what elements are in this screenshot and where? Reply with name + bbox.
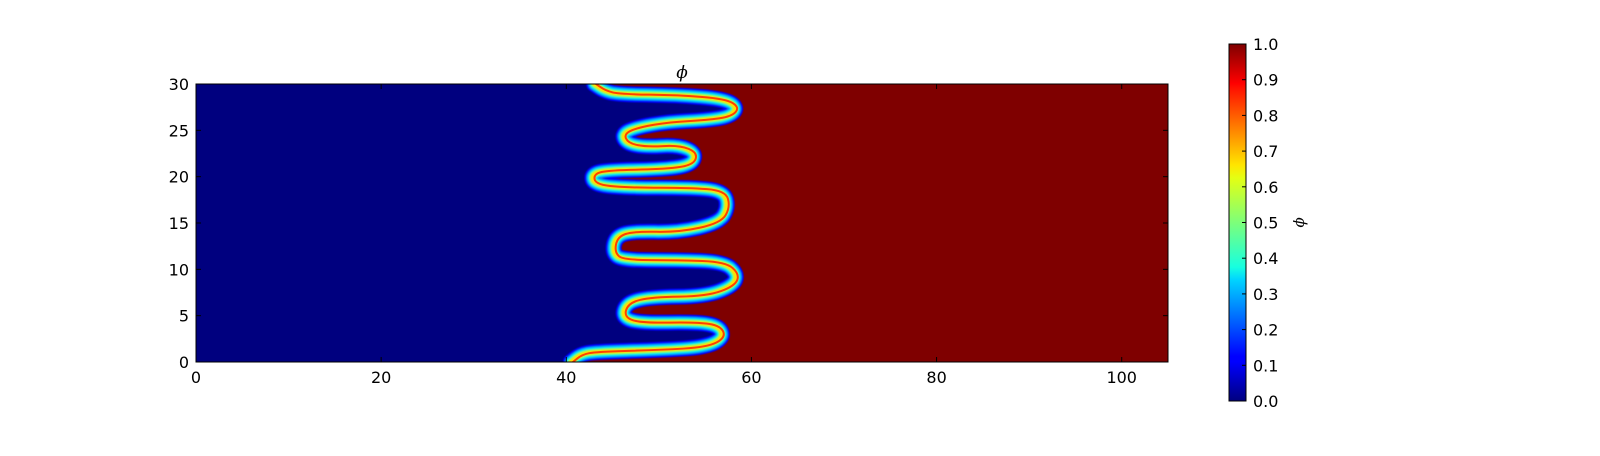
colorbar-label: ϕ	[1292, 217, 1310, 227]
colorbar-ticks: 0.0 0.1 0.2 0.3 0.4 0.5 0.6 0.7 0.8 0.9 1.0	[1242, 35, 1278, 411]
colorbar-tick-label: 0.8	[1253, 106, 1278, 125]
colorbar-tick-label: 0.1	[1253, 356, 1278, 375]
heatmap-plot	[196, 84, 1168, 362]
y-tick-label: 20	[169, 168, 189, 187]
x-tick-label: 80	[926, 368, 946, 387]
axes: 0 20 40 60 80 100 0 5 10 15 20 25 30	[169, 75, 1169, 387]
chart-title: ϕ	[676, 63, 688, 83]
colorbar-tick-label: 0.9	[1253, 71, 1278, 90]
interface-inner-edge	[571, 84, 739, 362]
colorbar-tick-label: 0.7	[1253, 142, 1278, 161]
y-tick-label: 10	[169, 260, 189, 279]
x-tick-label: 20	[371, 368, 391, 387]
y-tick-label: 5	[179, 307, 189, 326]
colorbar-tick-label: 0.0	[1253, 392, 1278, 411]
y-tick-label: 15	[169, 214, 189, 233]
colorbar-tick-label: 0.4	[1253, 249, 1278, 268]
x-tick-label: 100	[1106, 368, 1137, 387]
colorbar-tick-label: 0.6	[1253, 178, 1278, 197]
x-tick-label: 60	[741, 368, 761, 387]
x-tick-label: 0	[191, 368, 201, 387]
colorbar-tick-label: 0.5	[1253, 214, 1278, 233]
colorbar: 0.0 0.1 0.2 0.3 0.4 0.5 0.6 0.7 0.8 0.9 1.0 ϕ	[1228, 35, 1310, 411]
y-tick-label: 0	[179, 353, 189, 372]
colorbar-tick-label: 0.2	[1253, 321, 1278, 340]
y-tick-label: 30	[169, 75, 189, 94]
colorbar-tick-label: 1.0	[1253, 35, 1278, 54]
colorbar-tick-label: 0.3	[1253, 285, 1278, 304]
x-tick-label: 40	[556, 368, 576, 387]
y-tick-label: 25	[169, 121, 189, 140]
